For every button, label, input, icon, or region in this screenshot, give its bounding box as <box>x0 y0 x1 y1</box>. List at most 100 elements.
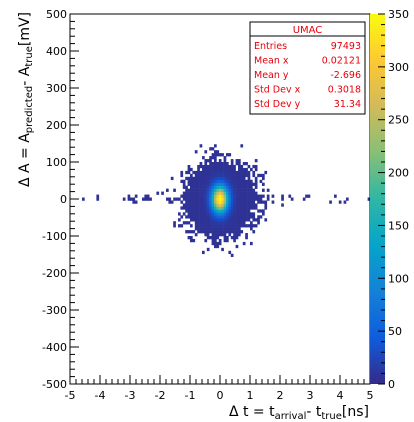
heatmap-cell-664 <box>240 176 244 181</box>
heatmap-cell-261 <box>226 209 229 213</box>
heatmap-cell-653 <box>214 176 217 181</box>
heatmap-cell-545 <box>250 188 253 192</box>
heatmap-cell-707 <box>206 170 210 175</box>
heatmap-cell-648 <box>202 176 205 181</box>
heatmap-cell-19 <box>218 238 222 243</box>
heatmap-cell-31 <box>226 236 229 240</box>
heatmap-cell-190 <box>204 215 208 219</box>
heatmap-cell-192 <box>209 215 212 219</box>
heatmap-cell-447 <box>194 194 198 198</box>
heatmap-cell-590 <box>214 182 217 186</box>
heatmap-cell-529 <box>211 188 215 192</box>
heatmap-cell-297 <box>235 206 239 210</box>
heatmap-cell-279 <box>192 206 196 210</box>
heatmap-cell-304 <box>252 206 256 210</box>
heatmap-cell-776 <box>214 162 217 166</box>
heatmap-cell-604 <box>247 182 251 186</box>
heatmap-cell-164 <box>218 218 222 222</box>
heatmap-cell-605 <box>250 182 253 186</box>
x-axis-label: Δ t = tarrival- ttrue[ns] <box>229 404 369 422</box>
heatmap-cell-510 <box>242 191 246 195</box>
heatmap-cell-543 <box>245 188 248 192</box>
heatmap-cell-446 <box>192 194 196 198</box>
heatmap-cell-814 <box>211 147 215 151</box>
heatmap-cell-346 <box>187 200 191 204</box>
heatmap-cell-34 <box>235 236 239 240</box>
heatmap-cell-403 <box>197 197 200 201</box>
heatmap-cell-583 <box>197 182 200 186</box>
heatmap-cell-91 <box>235 227 239 231</box>
heatmap-cell-486 <box>185 191 188 195</box>
heatmap-cell-750 <box>187 164 191 169</box>
heatmap-cell-60 <box>211 230 215 234</box>
heatmap-cell-758 <box>214 164 217 169</box>
heatmap-cell-564 <box>221 185 224 189</box>
z-tick-label-2: 100 <box>388 272 409 285</box>
heatmap-cell-18 <box>214 238 217 243</box>
heatmap-cell-465 <box>238 194 241 198</box>
heatmap-cell-575 <box>247 185 251 189</box>
heatmap-cell-270 <box>247 209 251 213</box>
heatmap-cell-678 <box>211 173 215 178</box>
heatmap-cell-513 <box>250 191 253 195</box>
heatmap-cell-607 <box>254 182 258 186</box>
heatmap-cell-366 <box>235 200 239 204</box>
heatmap-cell-642 <box>187 176 191 181</box>
heatmap-cell-137 <box>216 221 220 225</box>
heatmap-cell-97 <box>190 224 193 228</box>
heatmap-cell-116 <box>238 224 241 228</box>
heatmap-cell-775 <box>211 162 215 166</box>
heatmap-cell-166 <box>223 218 227 222</box>
heatmap-cell-516 <box>166 188 169 192</box>
heatmap-cell-753 <box>202 164 205 169</box>
x-tick-label-6: 1 <box>247 389 254 402</box>
heatmap-cell-391 <box>149 197 152 201</box>
heatmap-cell-455 <box>214 194 217 198</box>
heatmap-cell-269 <box>245 209 248 213</box>
heatmap-cell-107 <box>216 224 220 228</box>
heatmap-cell-512 <box>247 191 251 195</box>
heatmap-cell-422 <box>242 197 246 201</box>
heatmap-cell-645 <box>194 176 198 181</box>
heatmap-cell-311 <box>192 203 196 207</box>
heatmap-cell-660 <box>230 176 234 181</box>
heatmap-cell-578 <box>182 182 186 186</box>
heatmap-cell-25 <box>206 236 210 240</box>
heatmap-cell-460 <box>226 194 229 198</box>
heatmap-cell-100 <box>199 224 203 228</box>
z-tick-label-5: 250 <box>388 114 409 127</box>
x-tick-label-10: 5 <box>367 389 374 402</box>
heatmap-cell-544 <box>247 188 251 192</box>
heatmap-cell-629 <box>230 179 234 184</box>
heatmap-cell-713 <box>221 170 224 175</box>
heatmap-cell-635 <box>245 179 248 184</box>
heatmap-cell-238 <box>242 212 246 216</box>
heatmap-cell-717 <box>230 170 234 175</box>
heatmap-cell-566 <box>226 185 229 189</box>
heatmap-cell-501 <box>221 191 224 195</box>
heatmap-cell-242 <box>252 212 256 216</box>
heatmap-cell-680 <box>216 173 220 178</box>
heatmap-cell-542 <box>242 188 246 192</box>
heatmap-cell-429 <box>259 197 263 201</box>
heatmap-cell-360 <box>221 200 224 204</box>
heatmap-cell-708 <box>209 170 212 175</box>
heatmap-cell-205 <box>240 215 244 219</box>
heatmap-cell-369 <box>242 200 246 204</box>
heatmap-cell-146 <box>238 221 241 225</box>
heatmap-cell-179 <box>257 218 260 222</box>
heatmap-cell-440 <box>146 194 150 198</box>
heatmap-cell-24 <box>190 236 193 240</box>
y-axis: -500 -400 -300 -200 -100 0 100 200 300 400 500 <box>42 8 79 391</box>
x-axis-label-sub2: true <box>321 411 342 422</box>
heatmap-cell-99 <box>197 224 200 228</box>
heatmap-cell-499 <box>216 191 220 195</box>
heatmap-cell-724 <box>247 170 251 175</box>
heatmap-cell-778 <box>218 162 222 166</box>
heatmap-cell-456 <box>216 194 220 198</box>
heatmap-cell-726 <box>264 170 268 175</box>
heatmap-cell-536 <box>228 188 232 192</box>
heatmap-cell-591 <box>216 182 220 186</box>
heatmap-cell-392 <box>166 197 169 201</box>
heatmap-cell-303 <box>250 206 253 210</box>
